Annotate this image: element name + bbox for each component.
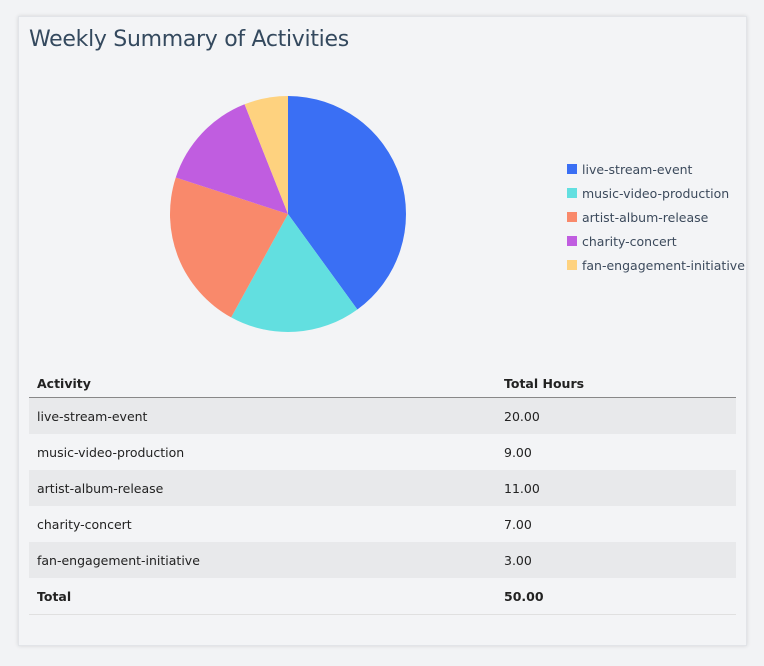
activity-cell: music-video-production	[37, 444, 185, 460]
chart-legend: live-stream-event music-video-production a…	[567, 157, 745, 277]
table-row: artist-album-release 11.00	[29, 470, 736, 506]
hours-cell: 9.00	[504, 444, 532, 460]
table-row: live-stream-event 20.00	[29, 397, 736, 434]
header-activity: Activity	[29, 369, 496, 398]
hours-cell: 11.00	[496, 470, 736, 506]
pie-slice-music-video-production[interactable]	[231, 214, 358, 332]
legend-item[interactable]: artist-album-release	[567, 205, 745, 229]
total-label: Total	[29, 578, 496, 615]
hours-cell: 7.00	[504, 516, 532, 532]
legend-item[interactable]: live-stream-event	[567, 157, 745, 181]
legend-label: fan-engagement-initiative	[582, 257, 745, 273]
activity-cell: charity-concert	[37, 516, 132, 532]
activity-cell: artist-album-release	[29, 470, 496, 506]
total-value: 50.00	[496, 578, 736, 615]
total-row: Total 50.00	[29, 578, 736, 615]
legend-swatch	[567, 212, 577, 222]
pie-slice-fan-engagement-initiative[interactable]	[244, 96, 288, 214]
pie-slice-live-stream-event[interactable]	[288, 96, 406, 310]
activity-cell: live-stream-event	[29, 397, 496, 434]
legend-item[interactable]: charity-concert	[567, 229, 745, 253]
header-total-hours: Total Hours	[496, 369, 736, 398]
hours-cell: 20.00	[496, 397, 736, 434]
summary-card: Weekly Summary of Activities live-stream…	[18, 16, 747, 646]
pie-chart	[170, 96, 406, 332]
table-row: fan-engagement-initiative 3.00	[29, 542, 736, 578]
table-header-row: Activity Total Hours	[29, 369, 736, 398]
legend-swatch	[567, 260, 577, 270]
legend-swatch	[567, 188, 577, 198]
legend-label: charity-concert	[582, 233, 677, 249]
hours-cell: 3.00	[496, 542, 736, 578]
table-row: charity-concert 7.00	[29, 506, 736, 542]
legend-item[interactable]: fan-engagement-initiative	[567, 253, 745, 277]
legend-swatch	[567, 236, 577, 246]
pie-slice-artist-album-release[interactable]	[170, 177, 288, 318]
activity-cell: fan-engagement-initiative	[29, 542, 496, 578]
legend-label: live-stream-event	[582, 161, 693, 177]
page-title: Weekly Summary of Activities	[29, 27, 349, 52]
legend-label: artist-album-release	[582, 209, 709, 225]
legend-swatch	[567, 164, 577, 174]
legend-item[interactable]: music-video-production	[567, 181, 745, 205]
pie-slice-charity-concert[interactable]	[175, 104, 288, 214]
legend-label: music-video-production	[582, 185, 730, 201]
table-row: music-video-production 9.00	[29, 434, 736, 470]
activity-table: Activity Total Hours live-stream-event 20…	[29, 369, 736, 615]
